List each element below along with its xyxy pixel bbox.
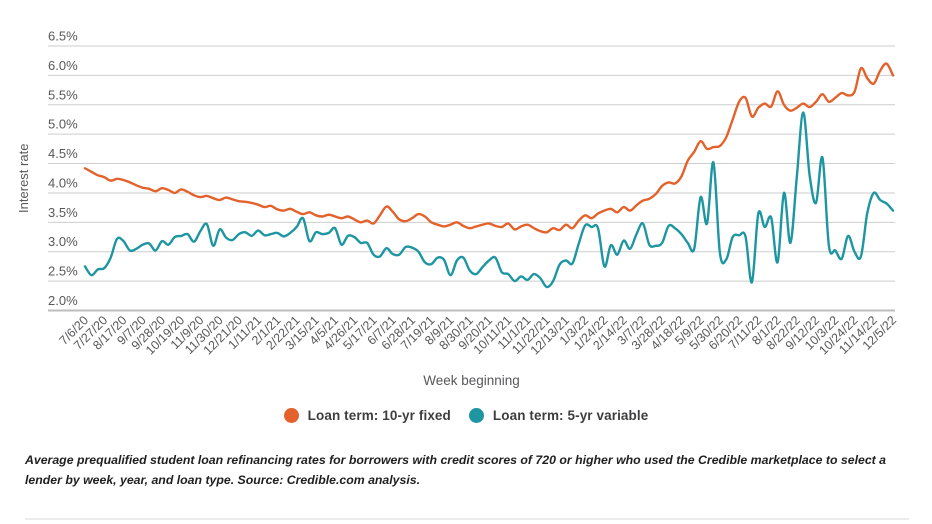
legend-dot-10yr-fixed (283, 408, 299, 423)
y-tick-label: 6.0% (48, 58, 78, 73)
y-tick-label: 3.0% (48, 234, 78, 249)
y-tick-label: 2.5% (48, 264, 78, 279)
line-chart: 6.5% 6.0% 5.5% 5.0% 4.5% 4.0% 3.5% 3.0% 2.5% 2.0%… (16, 29, 899, 389)
y-tick-label: 5.5% (48, 87, 78, 102)
series-line-10yr-fixed (83, 62, 895, 234)
y-tick-label: 4.0% (48, 175, 78, 190)
legend-label-5yr-variable: Loan term: 5-yr variable (492, 408, 649, 423)
chart-footnote: Average prequalified student loan refina… (25, 451, 918, 491)
bottom-divider (25, 518, 909, 520)
y-tick-label: 4.5% (48, 146, 78, 161)
y-tick-label: 3.5% (48, 205, 78, 220)
chart-legend: Loan term: 10-yr fixed Loan term: 5-yr v… (0, 408, 932, 423)
y-tick-label: 6.5% (48, 29, 78, 44)
legend-label-10yr-fixed: Loan term: 10-yr fixed (307, 408, 451, 423)
y-axis-title: Interest rate (16, 144, 31, 213)
x-axis-title: Week beginning (423, 373, 520, 388)
legend-item-5yr-variable: Loan term: 5-yr variable (468, 408, 649, 423)
footnote-line-2: and loan type. Source: Credible.com anal… (151, 472, 421, 487)
y-tick-label: 2.0% (48, 293, 78, 308)
legend-item-10yr-fixed: Loan term: 10-yr fixed (283, 408, 451, 423)
series-line-5yr-variable (83, 111, 895, 289)
legend-dot-5yr-variable (468, 408, 484, 423)
y-tick-label: 5.0% (48, 117, 78, 132)
footnote-line-1: Average prequalified student loan refina… (25, 453, 887, 487)
